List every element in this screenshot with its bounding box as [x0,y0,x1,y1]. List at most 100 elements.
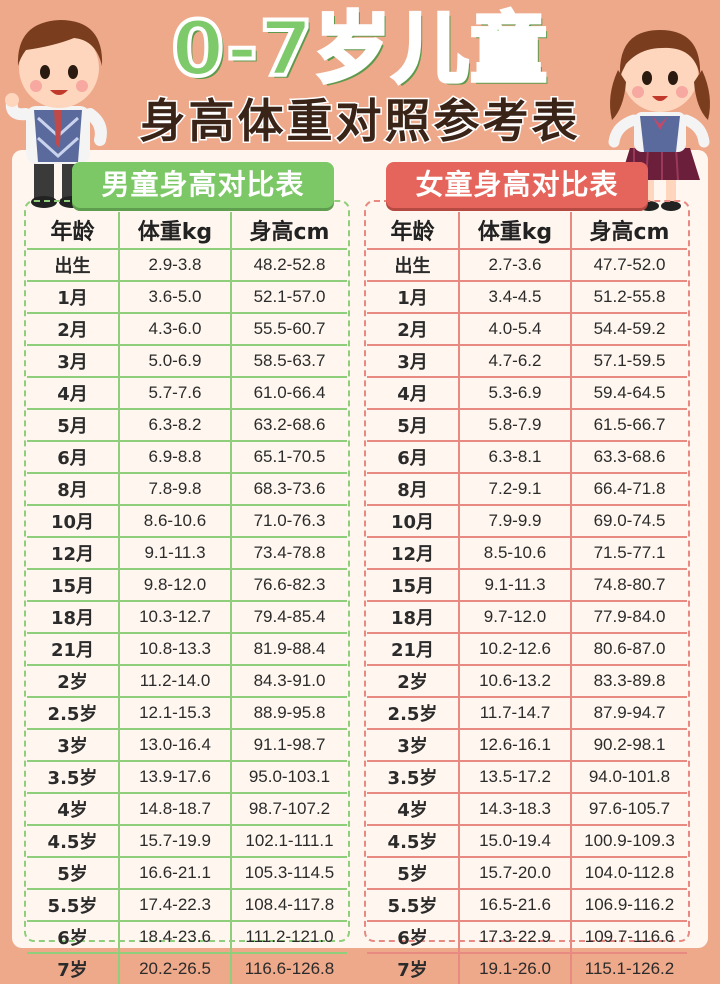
age-cell: 8月 [367,472,460,506]
page-title: 0-7岁儿童 [169,4,549,94]
girl-cartoon-icon [608,30,710,211]
column-header-height: 身高cm [570,212,687,250]
table-row: 18月 9.7-12.0 77.9-84.0 [367,600,687,634]
age-cell: 10月 [27,504,120,538]
table-row: 21月 10.8-13.3 81.9-88.4 [27,632,347,666]
height-cell: 80.6-87.0 [570,632,687,666]
height-cell: 97.6-105.7 [570,792,687,826]
table-row: 4.5岁 15.0-19.4 100.9-109.3 [367,824,687,858]
weight-cell: 9.1-11.3 [458,568,572,602]
column-header-age: 年龄 [27,212,120,250]
table-row: 15月 9.8-12.0 76.6-82.3 [27,568,347,602]
height-cell: 100.9-109.3 [570,824,687,858]
height-cell: 104.0-112.8 [570,856,687,890]
table-row: 8月 7.8-9.8 68.3-73.6 [27,472,347,506]
height-cell: 74.8-80.7 [570,568,687,602]
height-cell: 77.9-84.0 [570,600,687,634]
weight-cell: 3.4-4.5 [458,280,572,314]
weight-cell: 12.6-16.1 [458,728,572,762]
table-row: 6月 6.3-8.1 63.3-68.6 [367,440,687,474]
height-cell: 69.0-74.5 [570,504,687,538]
column-header-weight: 体重kg [118,212,232,250]
page-subtitle: 身高体重对照参考表 [138,93,581,150]
column-header-age: 年龄 [367,212,460,250]
table-row: 6岁 18.4-23.6 111.2-121.0 [27,920,347,954]
table-row: 4.5岁 15.7-19.9 102.1-111.1 [27,824,347,858]
height-cell: 87.9-94.7 [570,696,687,730]
age-cell: 15月 [367,568,460,602]
weight-cell: 14.8-18.7 [118,792,232,826]
height-cell: 59.4-64.5 [570,376,687,410]
age-cell: 6岁 [367,920,460,954]
height-cell: 63.3-68.6 [570,440,687,474]
weight-cell: 8.6-10.6 [118,504,232,538]
height-cell: 109.7-116.6 [570,920,687,954]
weight-cell: 5.8-7.9 [458,408,572,442]
age-cell: 4月 [367,376,460,410]
age-cell: 6岁 [27,920,120,954]
height-cell: 102.1-111.1 [230,824,347,858]
height-cell: 116.6-126.8 [230,952,347,984]
table-header-row: 年龄 体重kg 身高cm [27,212,347,250]
weight-cell: 7.8-9.8 [118,472,232,506]
height-cell: 111.2-121.0 [230,920,347,954]
weight-cell: 19.1-26.0 [458,952,572,984]
age-cell: 3月 [27,344,120,378]
weight-cell: 7.9-9.9 [458,504,572,538]
weight-cell: 4.3-6.0 [118,312,232,346]
height-cell: 68.3-73.6 [230,472,347,506]
age-cell: 4.5岁 [367,824,460,858]
table-row: 4岁 14.3-18.3 97.6-105.7 [367,792,687,826]
height-cell: 51.2-55.8 [570,280,687,314]
height-cell: 98.7-107.2 [230,792,347,826]
weight-cell: 6.3-8.1 [458,440,572,474]
height-cell: 88.9-95.8 [230,696,347,730]
height-cell: 63.2-68.6 [230,408,347,442]
table-row: 2月 4.3-6.0 55.5-60.7 [27,312,347,346]
age-cell: 6月 [27,440,120,474]
weight-cell: 5.7-7.6 [118,376,232,410]
weight-cell: 15.7-19.9 [118,824,232,858]
age-cell: 2月 [367,312,460,346]
table-row: 2月 4.0-5.4 54.4-59.2 [367,312,687,346]
weight-cell: 3.6-5.0 [118,280,232,314]
table-row: 4岁 14.8-18.7 98.7-107.2 [27,792,347,826]
weight-cell: 12.1-15.3 [118,696,232,730]
age-cell: 4.5岁 [27,824,120,858]
weight-cell: 16.5-21.6 [458,888,572,922]
weight-cell: 15.0-19.4 [458,824,572,858]
height-cell: 79.4-85.4 [230,600,347,634]
height-cell: 71.5-77.1 [570,536,687,570]
table-row: 5.5岁 16.5-21.6 106.9-116.2 [367,888,687,922]
height-cell: 90.2-98.1 [570,728,687,762]
age-cell: 21月 [27,632,120,666]
table-row: 2.5岁 11.7-14.7 87.9-94.7 [367,696,687,730]
age-cell: 2岁 [27,664,120,698]
weight-cell: 13.5-17.2 [458,760,572,794]
height-cell: 55.5-60.7 [230,312,347,346]
table-row: 10月 8.6-10.6 71.0-76.3 [27,504,347,538]
age-cell: 15月 [27,568,120,602]
age-cell: 4岁 [27,792,120,826]
table-row: 4月 5.3-6.9 59.4-64.5 [367,376,687,410]
age-cell: 3月 [367,344,460,378]
table-row: 3.5岁 13.5-17.2 94.0-101.8 [367,760,687,794]
weight-cell: 9.8-12.0 [118,568,232,602]
girl-table-title: 女童身高对比表 [386,162,648,208]
age-cell: 2.5岁 [27,696,120,730]
table-row: 10月 7.9-9.9 69.0-74.5 [367,504,687,538]
age-cell: 12月 [27,536,120,570]
height-cell: 84.3-91.0 [230,664,347,698]
table-row: 出生 2.9-3.8 48.2-52.8 [27,248,347,282]
age-cell: 2月 [27,312,120,346]
table-row: 出生 2.7-3.6 47.7-52.0 [367,248,687,282]
age-cell: 3岁 [27,728,120,762]
age-cell: 5.5岁 [367,888,460,922]
height-cell: 48.2-52.8 [230,248,347,282]
height-cell: 52.1-57.0 [230,280,347,314]
table-row: 2.5岁 12.1-15.3 88.9-95.8 [27,696,347,730]
weight-cell: 18.4-23.6 [118,920,232,954]
table-row: 5月 5.8-7.9 61.5-66.7 [367,408,687,442]
boy-growth-table: 年龄 体重kg 身高cm 出生 2.9-3.8 48.2-52.8 1月 3.6-5.0… [27,212,347,984]
table-row: 15月 9.1-11.3 74.8-80.7 [367,568,687,602]
